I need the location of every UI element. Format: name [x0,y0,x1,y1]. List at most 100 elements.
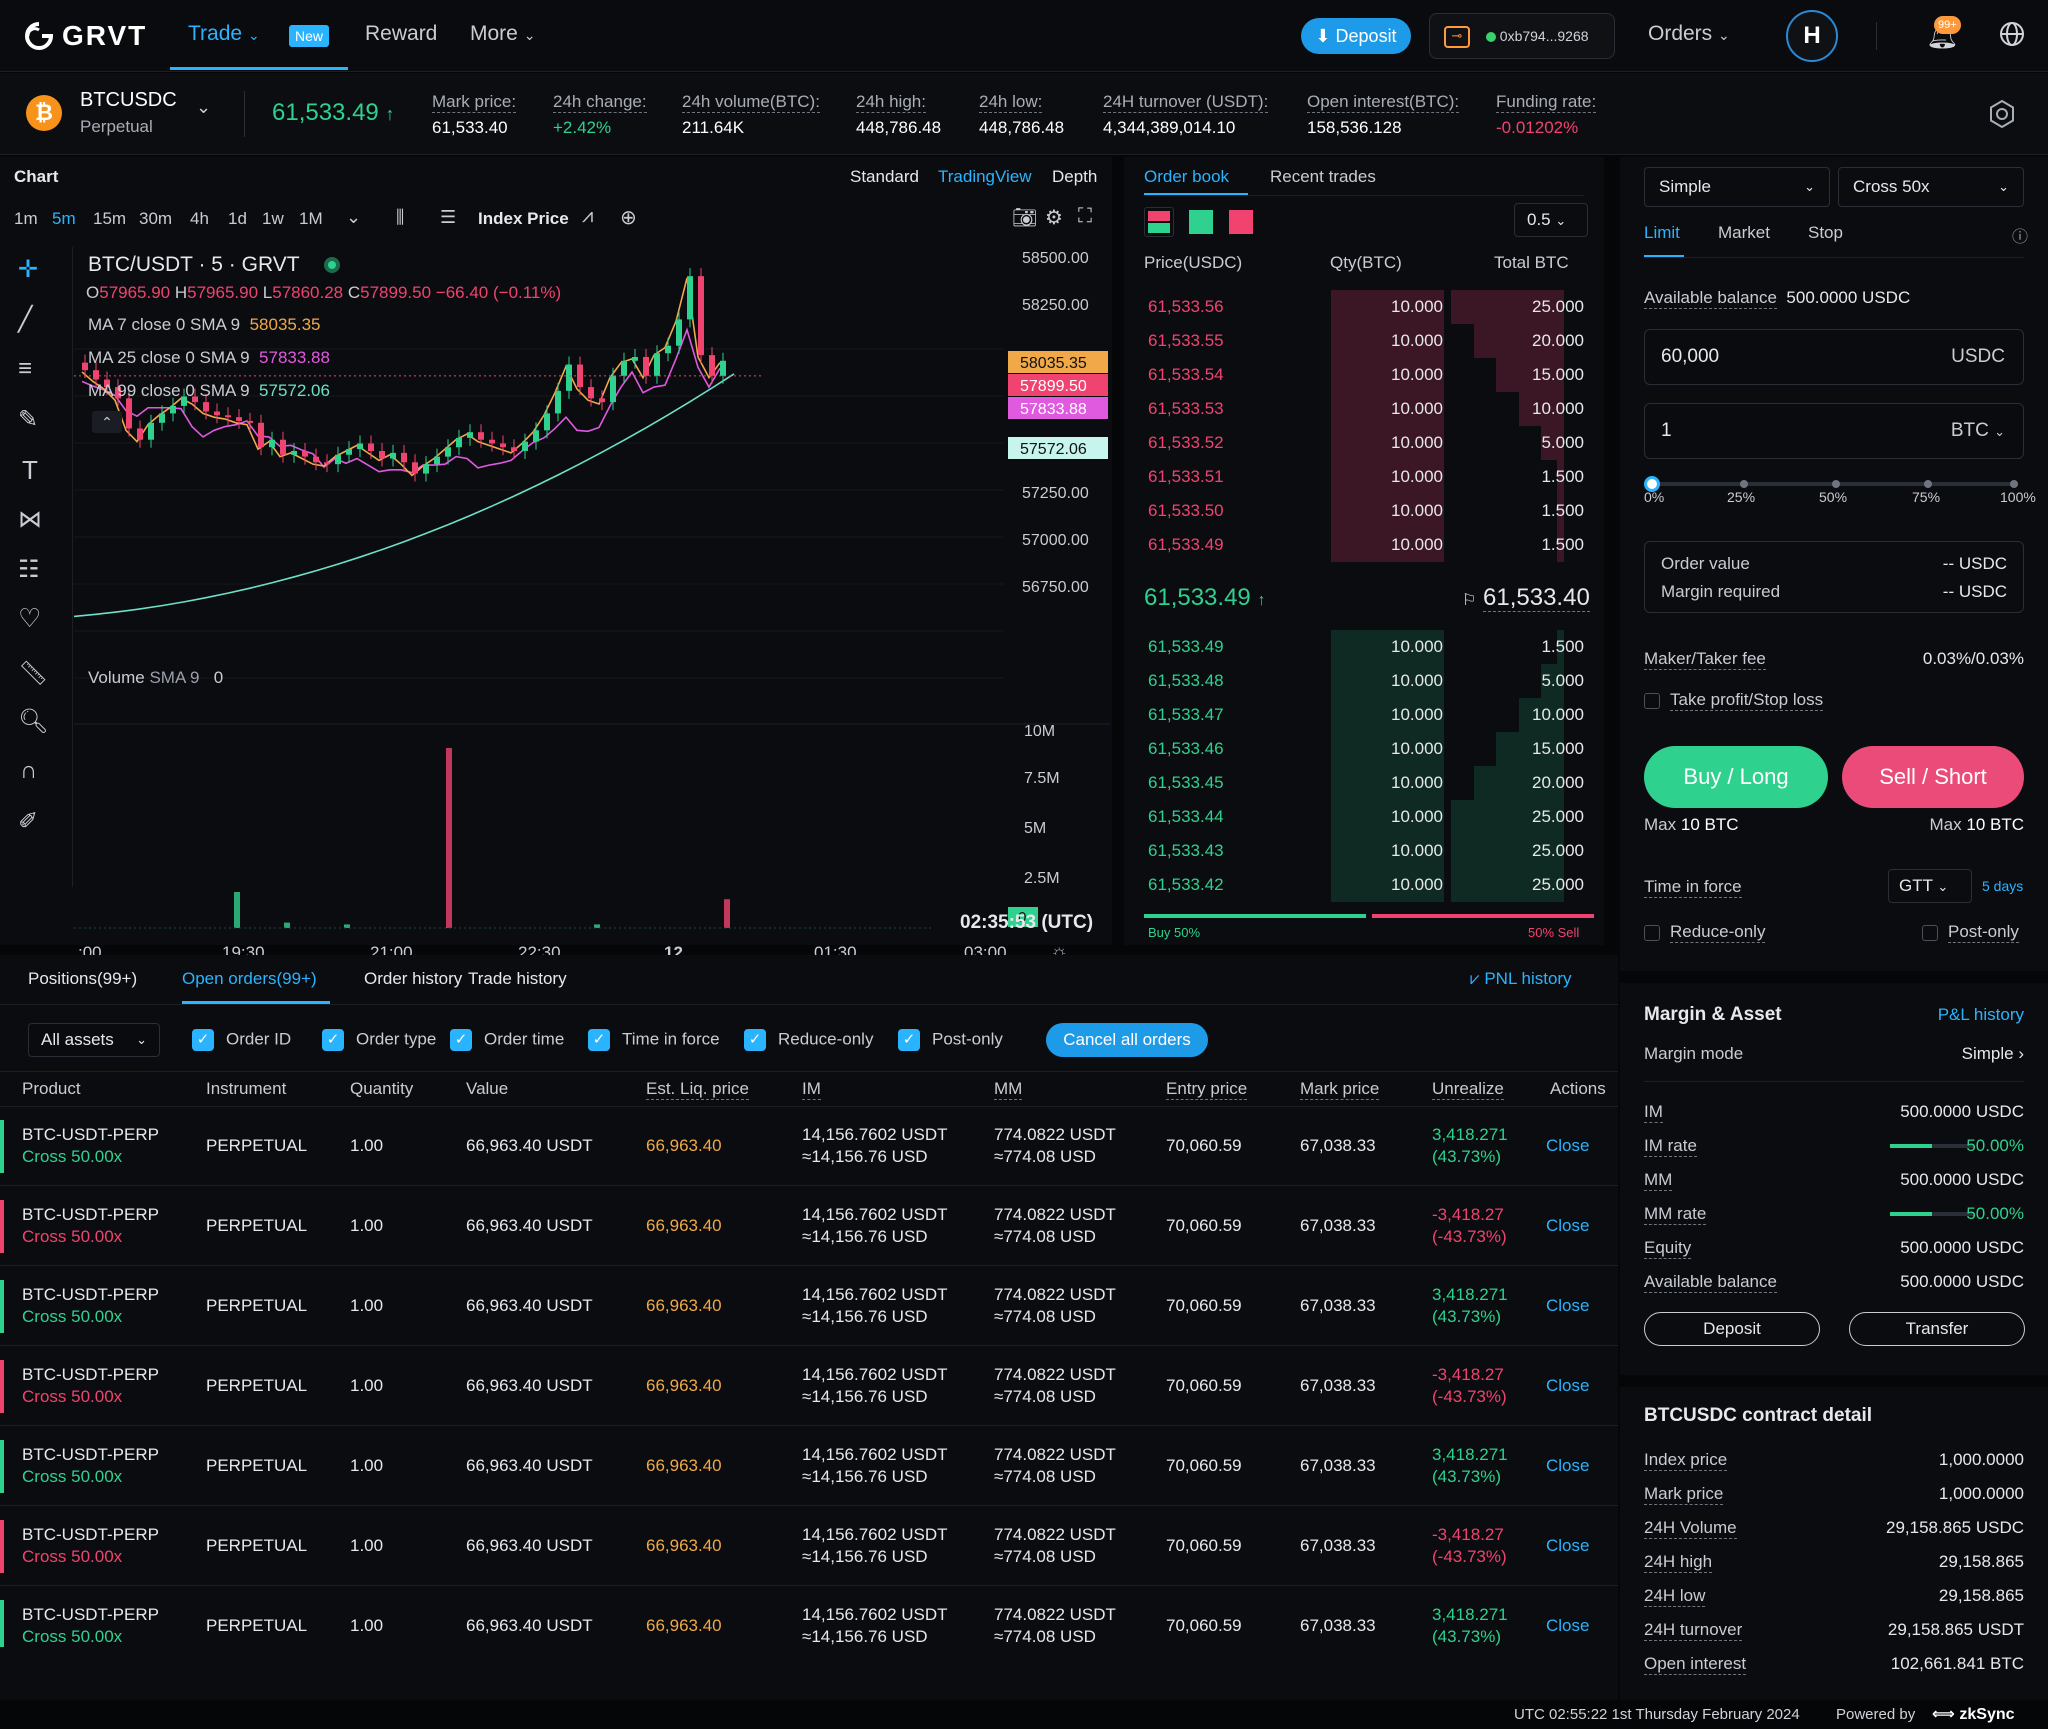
bid-row[interactable]: 61,533.49 10.000 1.500 [1144,630,1584,664]
close-position-button[interactable]: Close [1546,1136,1590,1155]
asset-filter-select[interactable]: All assets ⌄ [28,1023,160,1057]
filter-checkbox[interactable]: ✓ Order time [450,1029,564,1051]
trend-line-icon[interactable]: ╱ [18,306,33,333]
ask-row[interactable]: 61,533.50 10.000 1.500 [1144,494,1584,528]
leverage-select[interactable]: Cross 50x ⌄ [1838,167,2024,207]
settings-icon[interactable] [1987,99,2017,134]
bid-row[interactable]: 61,533.43 10.000 25.000 [1144,834,1584,868]
margin-mode-select[interactable]: Simple ⌄ [1644,167,1830,207]
favorite-icon[interactable]: ♡ [18,603,42,633]
ask-row[interactable]: 61,533.53 10.000 10.000 [1144,392,1584,426]
nav-trade[interactable]: Trade ⌄ [188,22,260,46]
filter-checkbox[interactable]: ✓ Order type [322,1029,436,1051]
tab-order-book[interactable]: Order book [1144,167,1230,186]
table-row[interactable]: BTC-USDT-PERP Cross 50.00x PERPETUAL 1.00 66… [0,1587,1618,1647]
text-tool-icon[interactable]: T [22,455,38,485]
interval-5m[interactable]: 5m [52,209,76,228]
close-position-button[interactable]: Close [1546,1296,1590,1315]
reduce-only-row[interactable]: Reduce-only [1644,919,2024,945]
interval-dropdown-icon[interactable]: ⌄ [346,207,362,227]
margin-transfer-button[interactable]: Transfer [1849,1312,2025,1346]
reduce-only-checkbox[interactable] [1644,924,1660,941]
symbol-selector[interactable]: BTCUSDC Perpetual [80,87,177,141]
wallet-button[interactable]: ⊸ 0xb794...9268 [1429,13,1615,59]
ruler-icon[interactable]: 📏︎ [18,660,49,687]
info-icon[interactable]: ⓘ [2012,229,2029,246]
nav-more[interactable]: More ⌄ [470,22,535,46]
filter-checkbox[interactable]: ✓ Order ID [192,1029,291,1051]
filter-checkbox[interactable]: ✓ Time in force [588,1029,720,1051]
fib-icon[interactable]: ☷ [18,556,40,583]
tpsl-row[interactable]: Take profit/Stop loss [1644,687,2024,713]
cancel-all-orders-button[interactable]: Cancel all orders [1046,1023,1208,1057]
slider-handle[interactable] [1644,476,1660,492]
bid-row[interactable]: 61,533.45 10.000 20.000 [1144,766,1584,800]
bottom-tab[interactable]: Open orders(99+) [182,969,317,988]
margin-mode-row[interactable]: Margin mode Simple › [1644,1041,2024,1067]
brush-icon[interactable]: ✎ [18,406,39,433]
table-row[interactable]: BTC-USDT-PERP Cross 50.00x PERPETUAL 1.00 66… [0,1107,1618,1186]
interval-30m[interactable]: 30m [139,209,173,228]
order-type-stop[interactable]: Stop [1808,223,1843,242]
ask-row[interactable]: 61,533.49 10.000 1.500 [1144,528,1584,562]
view-asks-icon[interactable] [1226,207,1256,237]
grvt-logo[interactable]: GRVT [22,18,147,54]
tab-recent-trades[interactable]: Recent trades [1270,167,1376,186]
magnet-icon[interactable]: ∩ [20,757,38,784]
interval-1m[interactable]: 1m [14,209,38,228]
chart-mode-depth[interactable]: Depth [1052,167,1098,186]
bottom-tab[interactable]: Trade history [468,969,567,988]
bid-row[interactable]: 61,533.42 10.000 25.000 [1144,868,1584,902]
bottom-tab[interactable]: Order history [364,969,463,988]
deposit-button[interactable]: ⬇ Deposit [1301,18,1411,54]
ask-row[interactable]: 61,533.52 10.000 5.000 [1144,426,1584,460]
table-row[interactable]: BTC-USDT-PERP Cross 50.00x PERPETUAL 1.00 66… [0,1347,1618,1426]
camera-icon[interactable]: 📷︎ [1012,207,1038,229]
post-only-checkbox[interactable] [1922,924,1938,941]
add-indicator-icon[interactable]: ⊕ [620,207,637,229]
price-input[interactable]: 60,000 USDC [1644,329,2024,385]
horizontal-lines-icon[interactable]: ≡ [18,355,33,382]
line-chart-icon[interactable]: ⩘ [582,205,594,227]
ask-row[interactable]: 61,533.51 10.000 1.500 [1144,460,1584,494]
crosshair-icon[interactable]: ✛ [18,256,39,283]
post-only-row[interactable]: Post-only [1922,919,2019,945]
filter-checkbox[interactable]: ✓ Reduce-only [744,1029,873,1051]
pnl-history-button[interactable]: ⩗ PNL history [1470,969,1572,989]
chart-mode-standard[interactable]: Standard [850,167,919,186]
chart-mode-tradingview[interactable]: TradingView [938,167,1032,186]
nav-orders[interactable]: Orders ⌄ [1648,22,1730,46]
close-position-button[interactable]: Close [1546,1376,1590,1395]
bottom-tab[interactable]: Positions(99+) [28,969,138,988]
tif-days[interactable]: 5 days [1982,878,2024,894]
indicator-icon[interactable]: ☰ [440,207,457,227]
interval-1d[interactable]: 1d [228,209,247,228]
table-row[interactable]: BTC-USDT-PERP Cross 50.00x PERPETUAL 1.00 66… [0,1267,1618,1346]
tpsl-checkbox[interactable] [1644,692,1660,709]
chart-settings-icon[interactable]: ⚙ [1045,207,1063,229]
bid-row[interactable]: 61,533.46 10.000 15.000 [1144,732,1584,766]
candle-type-icon[interactable]: ⫼ [396,207,405,227]
pnl-history-link[interactable]: P&L history [1937,1005,2024,1024]
chevron-down-icon[interactable]: ⌄ [196,97,212,117]
close-position-button[interactable]: Close [1546,1216,1590,1235]
table-row[interactable]: BTC-USDT-PERP Cross 50.00x PERPETUAL 1.00 66… [0,1507,1618,1586]
bid-row[interactable]: 61,533.44 10.000 25.000 [1144,800,1584,834]
amount-slider[interactable] [1644,474,2018,494]
bid-row[interactable]: 61,533.47 10.000 10.000 [1144,698,1584,732]
ask-row[interactable]: 61,533.56 10.000 25.000 [1144,290,1584,324]
interval-15m[interactable]: 15m [93,209,127,228]
table-row[interactable]: BTC-USDT-PERP Cross 50.00x PERPETUAL 1.00 66… [0,1427,1618,1506]
order-type-market[interactable]: Market [1718,223,1770,242]
view-bids-icon[interactable] [1186,207,1216,237]
interval-1w[interactable]: 1w [262,209,284,228]
interval-1M[interactable]: 1M [299,209,323,228]
fullscreen-icon[interactable]: ⛶ [1078,205,1092,227]
lock-drawing-icon[interactable]: ✐ [18,808,39,835]
index-price-toggle[interactable]: Index Price [478,209,569,228]
nav-reward[interactable]: Reward [365,22,438,45]
ask-row[interactable]: 61,533.54 10.000 15.000 [1144,358,1584,392]
table-row[interactable]: BTC-USDT-PERP Cross 50.00x PERPETUAL 1.00 66… [0,1187,1618,1266]
tick-size-select[interactable]: 0.5 ⌄ [1514,203,1588,237]
pattern-icon[interactable]: ⋈ [18,506,42,533]
